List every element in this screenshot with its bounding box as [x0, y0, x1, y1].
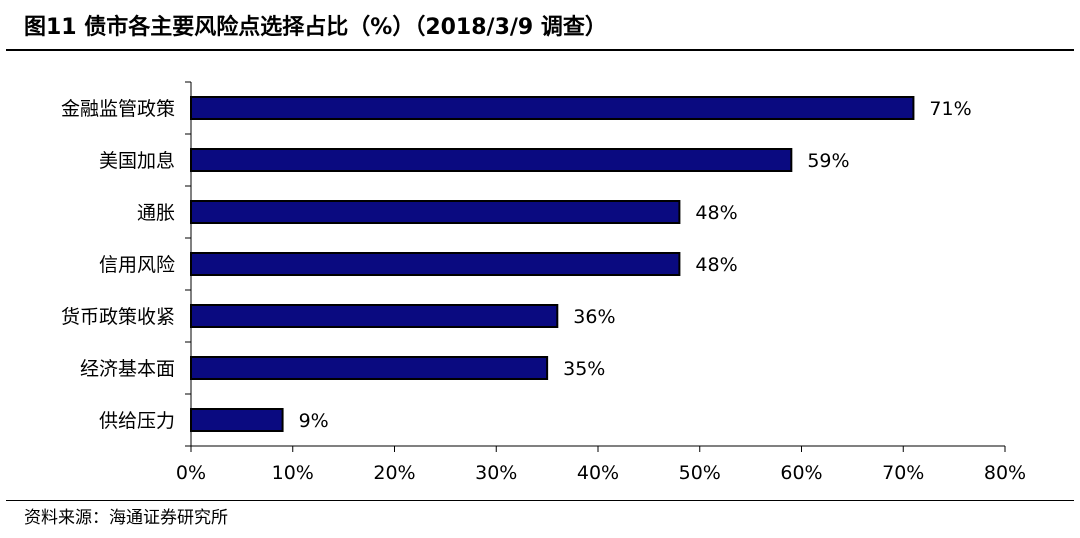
x-tick-label: 30%: [475, 462, 517, 484]
x-tick-label: 50%: [679, 462, 721, 484]
category-label: 金融监管政策: [61, 98, 175, 120]
value-label: 71%: [929, 98, 971, 120]
category-label: 经济基本面: [80, 358, 175, 380]
value-label: 35%: [563, 358, 605, 380]
x-tick-label: 0%: [176, 462, 206, 484]
x-tick-label: 10%: [272, 462, 314, 484]
category-label: 供给压力: [99, 410, 175, 432]
x-tick-label: 40%: [577, 462, 619, 484]
category-label: 美国加息: [99, 150, 175, 172]
bar: [190, 200, 681, 224]
category-label: 通胀: [137, 202, 175, 224]
bar: [190, 356, 549, 380]
value-label: 48%: [695, 202, 737, 224]
chart-title: 图11 债市各主要风险点选择占比（%）（2018/3/9 调查）: [24, 15, 607, 40]
bar: [190, 252, 681, 276]
source-rule: [6, 500, 1074, 501]
x-tick-label: 60%: [780, 462, 822, 484]
bar: [190, 304, 559, 328]
value-label: 9%: [299, 410, 329, 432]
category-label: 信用风险: [99, 254, 175, 276]
value-label: 36%: [573, 306, 615, 328]
source-note: 资料来源：海通证券研究所: [24, 508, 228, 528]
category-label: 货币政策收紧: [61, 306, 175, 328]
x-tick-label: 80%: [984, 462, 1026, 484]
x-tick-label: 20%: [373, 462, 415, 484]
title-rule: [6, 49, 1074, 51]
bar: [190, 148, 793, 172]
value-label: 48%: [695, 254, 737, 276]
bar: [190, 408, 284, 432]
bar-chart: 0% 10% 20% 30% 40% 50% 60% 70% 80% 金融监管政策 71% 美国加息 5…: [61, 81, 1026, 484]
bar: [190, 96, 915, 120]
value-label: 59%: [807, 150, 849, 172]
x-tick-label: 70%: [882, 462, 924, 484]
